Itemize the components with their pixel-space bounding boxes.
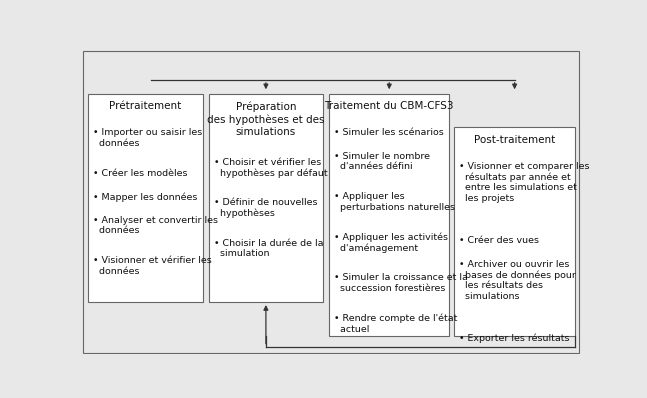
Text: Post-traitement: Post-traitement [474,135,555,145]
Bar [89,94,203,302]
Text: • Analyser et convertir les
  données: • Analyser et convertir les données [93,216,219,235]
Text: • Choisir et vérifier les
  hypothèses par défaut: • Choisir et vérifier les hypothèses par… [214,158,327,178]
Text: • Archiver ou ouvrir les
  bases de données pour
  les résultats des
  simulatio: • Archiver ou ouvrir les bases de donnée… [459,260,576,300]
Bar [209,94,323,302]
Text: • Définir de nouvelles
  hypothèses: • Définir de nouvelles hypothèses [214,198,317,218]
Text: • Créer des vues: • Créer des vues [459,236,540,245]
Text: • Mapper les données: • Mapper les données [93,192,198,202]
Text: • Simuler les scénarios: • Simuler les scénarios [334,129,444,137]
Text: • Rendre compte de l'état
  actuel: • Rendre compte de l'état actuel [334,314,457,334]
Text: • Choisir la durée de la
  simulation: • Choisir la durée de la simulation [214,239,324,258]
Text: • Appliquer les activités
  d'aménagement: • Appliquer les activités d'aménagement [334,233,448,254]
Text: • Exporter les résultats: • Exporter les résultats [459,334,570,343]
Text: • Visionner et comparer les
  résultats par année et
  entre les simulations et
: • Visionner et comparer les résultats pa… [459,162,590,203]
Text: • Créer les modèles: • Créer les modèles [93,169,188,178]
Text: • Simuler la croissance et la
  succession forestières: • Simuler la croissance et la succession… [334,273,468,293]
Text: Traitement du CBM-CFS3: Traitement du CBM-CFS3 [325,101,454,111]
Text: • Appliquer les
  perturbations naturelles: • Appliquer les perturbations naturelles [334,192,455,212]
Bar [329,94,450,336]
Bar [454,127,575,336]
Text: • Importer ou saisir les
  données: • Importer ou saisir les données [93,129,203,148]
Text: Préparation
des hypothèses et des
simulations: Préparation des hypothèses et des simula… [207,101,325,137]
Text: Prétraitement: Prétraitement [109,101,182,111]
Text: • Simuler le nombre
  d'années défini: • Simuler le nombre d'années défini [334,152,430,172]
Text: • Visionner et vérifier les
  données: • Visionner et vérifier les données [93,256,212,276]
